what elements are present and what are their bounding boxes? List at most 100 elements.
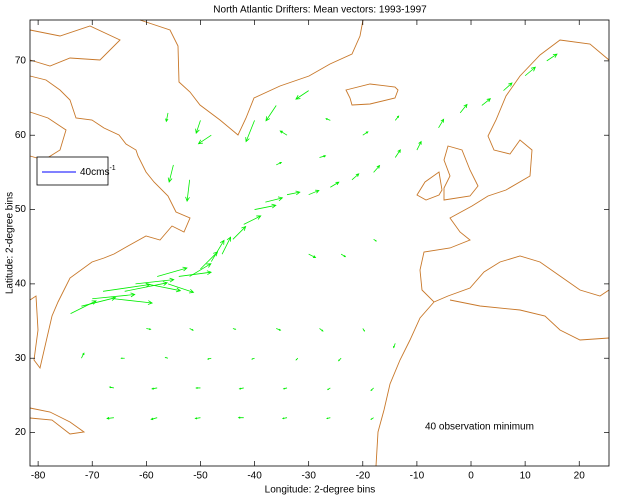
vector-arrow xyxy=(308,253,317,258)
vector-arrow xyxy=(167,283,195,294)
legend-label: 40cms-1 xyxy=(80,165,116,178)
vector-arrow xyxy=(370,387,374,392)
vector-arrow xyxy=(393,343,396,349)
vector-arrow xyxy=(238,387,244,390)
vector-arrow xyxy=(254,203,277,210)
vector-arrow xyxy=(276,162,283,166)
vector-arrow xyxy=(243,215,262,225)
vector-arrow xyxy=(146,328,152,331)
vector-arrow xyxy=(232,328,237,330)
vector-arrow xyxy=(546,53,558,62)
x-tick-label: -80 xyxy=(31,471,46,482)
vector-arrow xyxy=(120,357,125,360)
vector-arrow xyxy=(189,328,194,331)
coast-iceland xyxy=(345,83,399,106)
vector-arrow xyxy=(308,189,320,196)
vector-arrow xyxy=(438,118,445,128)
y-tick-label: 40 xyxy=(15,279,27,290)
vector-field xyxy=(70,53,558,421)
vector-arrow xyxy=(340,253,347,258)
vector-arrow xyxy=(237,416,244,419)
vector-arrow xyxy=(524,66,537,77)
vector-arrow xyxy=(362,131,369,136)
legend-box xyxy=(36,156,109,186)
vector-arrow xyxy=(351,173,360,181)
vector-arrow xyxy=(165,112,169,123)
vector-arrow xyxy=(319,328,324,332)
vector-arrow xyxy=(207,357,212,360)
coast-europe xyxy=(419,39,610,303)
vector-arrow xyxy=(503,82,513,91)
vector-arrow xyxy=(221,236,231,255)
vector-arrow xyxy=(295,357,299,361)
y-tick-label: 50 xyxy=(15,204,27,215)
x-tick-label: -70 xyxy=(85,471,100,482)
vector-arrow xyxy=(326,417,331,420)
coast-arctic-islands xyxy=(29,25,121,67)
x-tick-label: -30 xyxy=(301,471,316,482)
vector-arrow xyxy=(195,386,201,389)
vector-arrow xyxy=(245,120,255,143)
vector-arrow xyxy=(189,263,212,277)
chart-title: North Atlantic Drifters: Mean vectors: 1… xyxy=(213,5,427,16)
vector-arrow xyxy=(416,140,422,151)
coast-britain xyxy=(443,145,479,201)
y-tick-label: 20 xyxy=(15,427,27,438)
vector-arrow xyxy=(459,103,468,114)
vector-arrow xyxy=(481,98,492,106)
vector-arrow xyxy=(195,120,201,134)
vector-arrow xyxy=(146,283,182,293)
x-tick-label: -20 xyxy=(356,471,371,482)
vector-arrow xyxy=(265,105,277,122)
vector-arrow xyxy=(251,357,255,360)
x-tick-label: 20 xyxy=(574,471,586,482)
annotation: 40 observation minimum xyxy=(425,422,534,433)
vector-arrow xyxy=(124,281,169,292)
vector-arrow xyxy=(135,277,175,285)
vector-arrow xyxy=(157,266,188,277)
vector-arrow xyxy=(151,387,158,390)
vector-arrow xyxy=(81,352,85,359)
vector-arrow xyxy=(185,179,191,202)
x-tick-label: -40 xyxy=(247,471,262,482)
vector-arrow xyxy=(194,417,201,420)
legend-text: 40cms xyxy=(80,167,109,178)
vector-arrow xyxy=(373,164,381,173)
vector-arrow xyxy=(197,134,212,145)
vector-arrow xyxy=(113,298,154,305)
vector-arrow xyxy=(373,238,377,242)
vector-arrow xyxy=(150,417,158,421)
plot-frame xyxy=(29,19,610,467)
vector-arrow xyxy=(286,190,301,196)
vector-arrow xyxy=(210,239,225,262)
y-tick-label: 60 xyxy=(15,130,27,141)
vector-arrow xyxy=(362,328,365,332)
vector-arrow xyxy=(279,130,288,136)
vector-arrow xyxy=(337,357,342,362)
vector-arrow xyxy=(232,225,247,240)
coast-ireland xyxy=(416,171,443,201)
y-axis-label: Latitude: 2-degree bins xyxy=(5,192,16,294)
vector-arrow xyxy=(167,164,174,183)
vector-arrow xyxy=(394,115,400,121)
vector-arrow xyxy=(282,387,288,390)
x-tick-label: -50 xyxy=(193,471,208,482)
coast-north-america xyxy=(29,75,191,370)
vector-arrow xyxy=(327,387,331,391)
vector-arrow xyxy=(295,90,309,100)
vector-arrow xyxy=(106,416,114,420)
y-tick-label: 70 xyxy=(15,56,27,67)
axes: -80 -70 -60 -50 -40 -30 -20 -10 0 10 20 20 30 40 50 60 7… xyxy=(15,20,609,482)
x-tick-label: -60 xyxy=(139,471,154,482)
x-tick-label: 10 xyxy=(520,471,532,482)
y-tick-label: 30 xyxy=(15,353,27,364)
coast-north-africa xyxy=(449,299,610,341)
coast-africa xyxy=(375,301,435,467)
coast-greenland xyxy=(139,19,364,136)
vector-arrow xyxy=(164,356,169,359)
vector-arrow xyxy=(281,417,288,420)
legend-exponent: -1 xyxy=(109,165,115,172)
vector-arrow xyxy=(276,328,282,331)
